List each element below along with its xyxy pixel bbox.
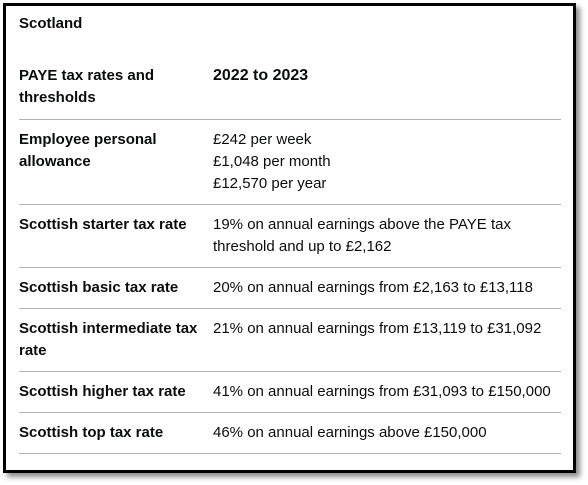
row-label: Employee personal allowance — [19, 119, 213, 205]
value-line: 20% on annual earnings from £2,163 to £1… — [213, 279, 533, 296]
row-label: Scottish intermediate tax rate — [19, 308, 213, 372]
row-value: 20% on annual earnings from £2,163 to £1… — [213, 267, 561, 309]
row-label: Scottish starter tax rate — [19, 204, 213, 268]
table-row: Scottish top tax rate 46% on annual earn… — [19, 412, 561, 454]
table-row: Scottish starter tax rate 19% on annual … — [19, 204, 561, 268]
row-label: Scottish top tax rate — [19, 412, 213, 454]
row-value: 19% on annual earnings above the PAYE ta… — [213, 204, 561, 268]
value-line: £1,048 per month — [213, 153, 331, 170]
row-label: Scottish higher tax rate — [19, 371, 213, 413]
value-line: £12,570 per year — [213, 175, 327, 192]
value-line: 21% on annual earnings from £13,119 to £… — [213, 320, 542, 337]
row-value: 21% on annual earnings from £13,119 to £… — [213, 308, 561, 372]
row-value: 41% on annual earnings from £31,093 to £… — [213, 371, 561, 413]
paye-tax-table: PAYE tax rates and thresholds 2022 to 20… — [19, 65, 561, 454]
value-line: 46% on annual earnings above £150,000 — [213, 424, 487, 441]
table-header-row: PAYE tax rates and thresholds 2022 to 20… — [19, 65, 561, 120]
value-line: £242 per week — [213, 131, 312, 148]
table-caption: Scotland — [19, 15, 83, 32]
header-tax-year: 2022 to 2023 — [213, 65, 561, 120]
row-value: £242 per week £1,048 per month £12,570 p… — [213, 119, 561, 205]
table-row: Scottish intermediate tax rate 21% on an… — [19, 308, 561, 372]
header-rates-thresholds: PAYE tax rates and thresholds — [19, 65, 213, 120]
value-line: 41% on annual earnings from £31,093 to £… — [213, 383, 551, 400]
table-row: Employee personal allowance £242 per wee… — [19, 119, 561, 205]
screenshot-frame: Scotland PAYE tax rates and thresholds 2… — [3, 3, 576, 473]
row-label: Scottish basic tax rate — [19, 267, 213, 309]
value-line: 19% on annual earnings above the PAYE ta… — [213, 216, 511, 255]
row-value: 46% on annual earnings above £150,000 — [213, 412, 561, 454]
table-row: Scottish basic tax rate 20% on annual ea… — [19, 267, 561, 309]
table-row: Scottish higher tax rate 41% on annual e… — [19, 371, 561, 413]
